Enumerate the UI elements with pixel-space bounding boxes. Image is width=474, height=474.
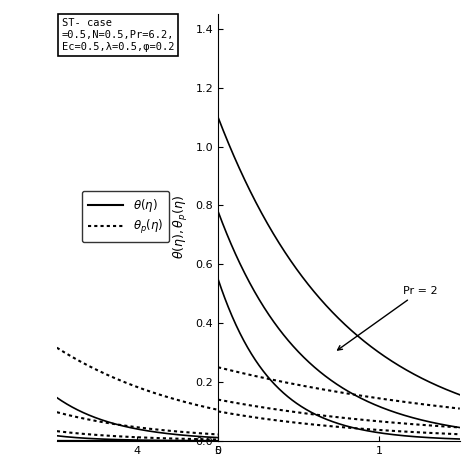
Y-axis label: $\theta(\eta),\theta_p(\eta)$: $\theta(\eta),\theta_p(\eta)$ [172,196,190,259]
Text: ST- case
=0.5,N=0.5,Pr=6.2,
Ec=0.5,λ=0.5,φ=0.2: ST- case =0.5,N=0.5,Pr=6.2, Ec=0.5,λ=0.5… [62,18,174,52]
Text: Pr = 2: Pr = 2 [337,286,438,350]
Legend: $\theta(\eta)$, $\theta_p(\eta)$: $\theta(\eta)$, $\theta_p(\eta)$ [82,191,169,242]
